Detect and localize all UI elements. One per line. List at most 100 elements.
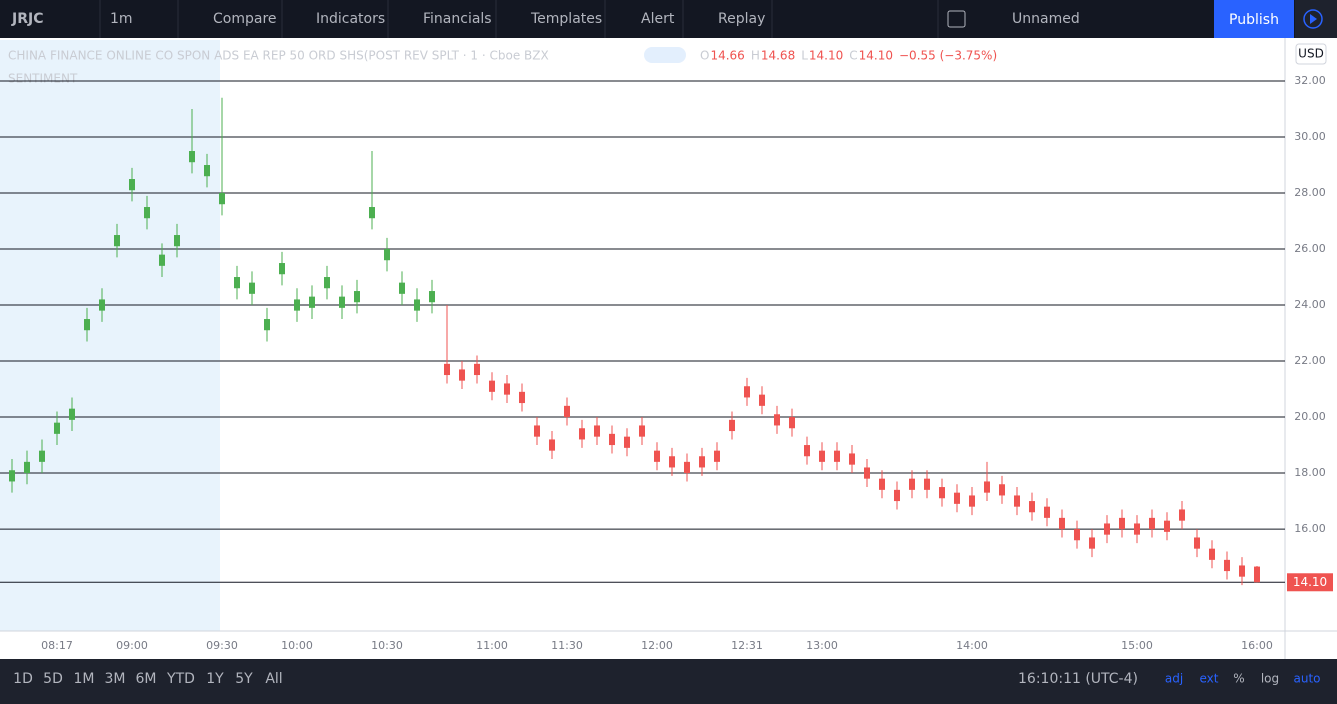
- candle-body: [399, 282, 405, 294]
- candle-body: [99, 299, 105, 311]
- last-price-box: [1287, 573, 1333, 592]
- interval[interactable]: 1m: [110, 11, 133, 27]
- candle-body: [819, 450, 825, 462]
- candle-body: [654, 450, 660, 462]
- currency[interactable]: USD: [1298, 47, 1324, 61]
- candle-body: [294, 299, 300, 311]
- candle-body: [1209, 548, 1215, 560]
- legend-value: 14.68: [761, 49, 795, 63]
- candle-body: [1059, 517, 1065, 530]
- symbol[interactable]: JRJC: [11, 11, 43, 27]
- candle-body: [729, 419, 735, 432]
- range-button[interactable]: 6M: [136, 671, 157, 687]
- range-button[interactable]: 3M: [105, 671, 126, 687]
- axis-option[interactable]: log: [1261, 672, 1279, 686]
- candle-body: [69, 408, 75, 420]
- candle-body: [24, 461, 30, 474]
- axis-option[interactable]: ext: [1200, 672, 1219, 686]
- candle-body: [384, 249, 390, 261]
- range-button[interactable]: YTD: [166, 671, 195, 687]
- chart-pane: [0, 38, 1337, 659]
- candle-body: [339, 296, 345, 308]
- x-tick-label: 16:00: [1241, 639, 1273, 652]
- legend-key: H: [751, 49, 760, 63]
- x-tick-label: 10:00: [281, 639, 313, 652]
- last-price-label: 14.10: [1293, 575, 1327, 589]
- candle-body: [939, 487, 945, 499]
- candle-body: [54, 422, 60, 434]
- candle-body: [999, 484, 1005, 496]
- publish-label[interactable]: Publish: [1229, 12, 1279, 28]
- candle-body: [594, 425, 600, 437]
- candle-body: [249, 282, 255, 294]
- x-tick-label: 13:00: [806, 639, 838, 652]
- toolbar-item[interactable]: Replay: [718, 11, 765, 27]
- y-tick-label: 26.00: [1294, 242, 1326, 255]
- y-tick-label: 30.00: [1294, 130, 1326, 143]
- candle-body: [909, 478, 915, 490]
- toolbar-item[interactable]: Alert: [641, 11, 675, 27]
- play-icon[interactable]: [1303, 9, 1323, 29]
- candle-body: [84, 319, 90, 331]
- toolbar-item[interactable]: Financials: [423, 11, 492, 27]
- candle-body: [834, 450, 840, 462]
- legend-key: L: [801, 49, 808, 63]
- x-tick-label: 11:00: [476, 639, 508, 652]
- candle-body: [1164, 520, 1170, 532]
- candle-body: [534, 425, 540, 437]
- axis-option[interactable]: auto: [1293, 672, 1320, 686]
- candle-body: [1104, 523, 1110, 535]
- candle-body: [414, 299, 420, 311]
- candle-body: [684, 461, 690, 474]
- toolbar-item[interactable]: Compare: [213, 11, 277, 27]
- x-tick-label: 08:17: [41, 639, 73, 652]
- candle-body: [744, 386, 750, 398]
- candle-body: [624, 436, 630, 448]
- legend-value: 14.10: [859, 49, 893, 63]
- candle-body: [504, 383, 510, 395]
- candle-body: [39, 450, 45, 462]
- candle-body: [189, 151, 195, 163]
- candle-body: [1239, 565, 1245, 577]
- range-button[interactable]: 1Y: [206, 671, 224, 687]
- y-tick-label: 28.00: [1294, 186, 1326, 199]
- candle-body: [519, 391, 525, 404]
- candle-body: [144, 207, 150, 219]
- candle-body: [639, 425, 645, 437]
- candle-body: [1149, 517, 1155, 530]
- candle-body: [1119, 517, 1125, 530]
- layout-icon[interactable]: [947, 10, 966, 28]
- indicator-toggle[interactable]: [644, 47, 686, 63]
- currency-box[interactable]: [1295, 43, 1327, 65]
- toolbar-item[interactable]: Indicators: [316, 11, 385, 27]
- axis-option[interactable]: %: [1233, 672, 1244, 686]
- legend-value: 14.66: [710, 49, 744, 63]
- y-tick-label: 32.00: [1294, 74, 1326, 87]
- chart-subtitle: SENTIMENT: [8, 72, 78, 86]
- x-tick-label: 09:30: [206, 639, 238, 652]
- candle-body: [1089, 537, 1095, 549]
- candle-body: [1194, 537, 1200, 549]
- candle-body: [489, 380, 495, 392]
- publish-button[interactable]: [1214, 0, 1294, 38]
- y-tick-label: 16.00: [1294, 522, 1326, 535]
- toolbar-item[interactable]: Templates: [530, 11, 602, 27]
- candle-body: [129, 179, 135, 191]
- range-button[interactable]: 1D: [13, 671, 33, 687]
- range-button[interactable]: All: [265, 671, 282, 687]
- y-tick-label: 18.00: [1294, 466, 1326, 479]
- candle-body: [444, 363, 450, 376]
- legend-key: O: [700, 49, 709, 63]
- range-button[interactable]: 5Y: [235, 671, 253, 687]
- range-button[interactable]: 1M: [74, 671, 95, 687]
- candle-body: [459, 369, 465, 381]
- chart-title: CHINA FINANCE ONLINE CO SPON ADS EA REP …: [8, 49, 549, 63]
- range-button[interactable]: 5D: [43, 671, 63, 687]
- axis-option[interactable]: adj: [1165, 672, 1183, 686]
- candle-body: [879, 478, 885, 490]
- x-tick-label: 14:00: [956, 639, 988, 652]
- x-tick-label: 15:00: [1121, 639, 1153, 652]
- candle-body: [1014, 495, 1020, 507]
- layout-name[interactable]: Unnamed: [1012, 11, 1080, 27]
